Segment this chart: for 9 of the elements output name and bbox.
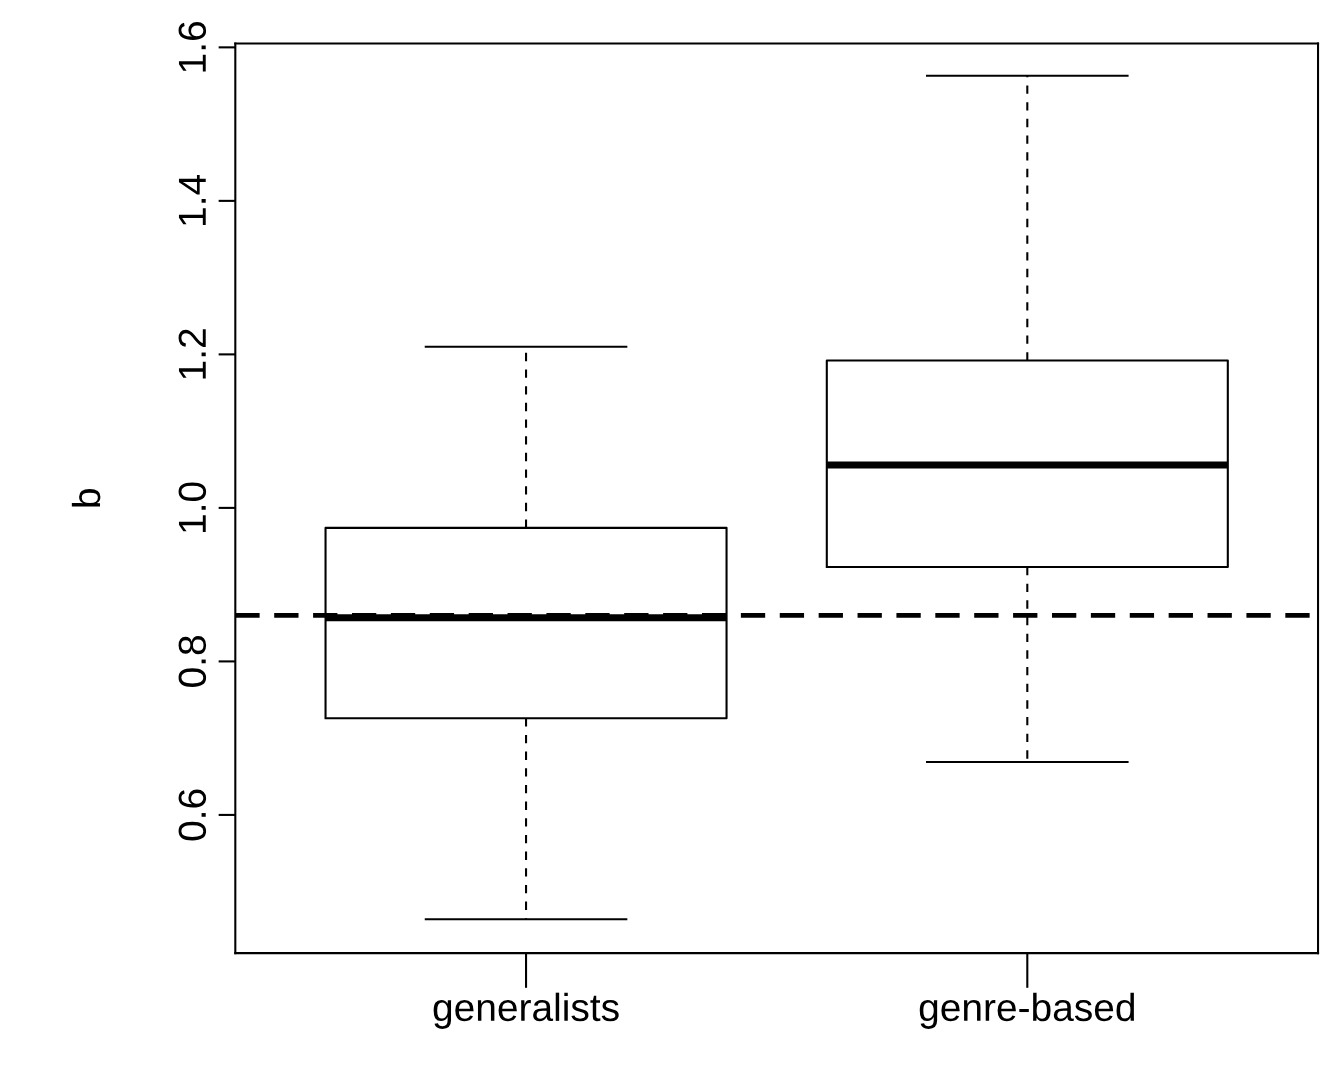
y-tick-label: 0.8 (178, 636, 207, 687)
x-tick-label: generalists (433, 992, 619, 1029)
y-axis-title: b (71, 489, 101, 507)
y-tick-label: 1.6 (178, 22, 207, 72)
x-tick-label: genre-based (919, 992, 1134, 1029)
y-tick-label: 1.2 (178, 329, 206, 379)
y-tick-label: 1.4 (178, 174, 206, 225)
y-tick-label: 1.0 (178, 482, 207, 532)
y-tick-label: 0.6 (178, 789, 207, 841)
